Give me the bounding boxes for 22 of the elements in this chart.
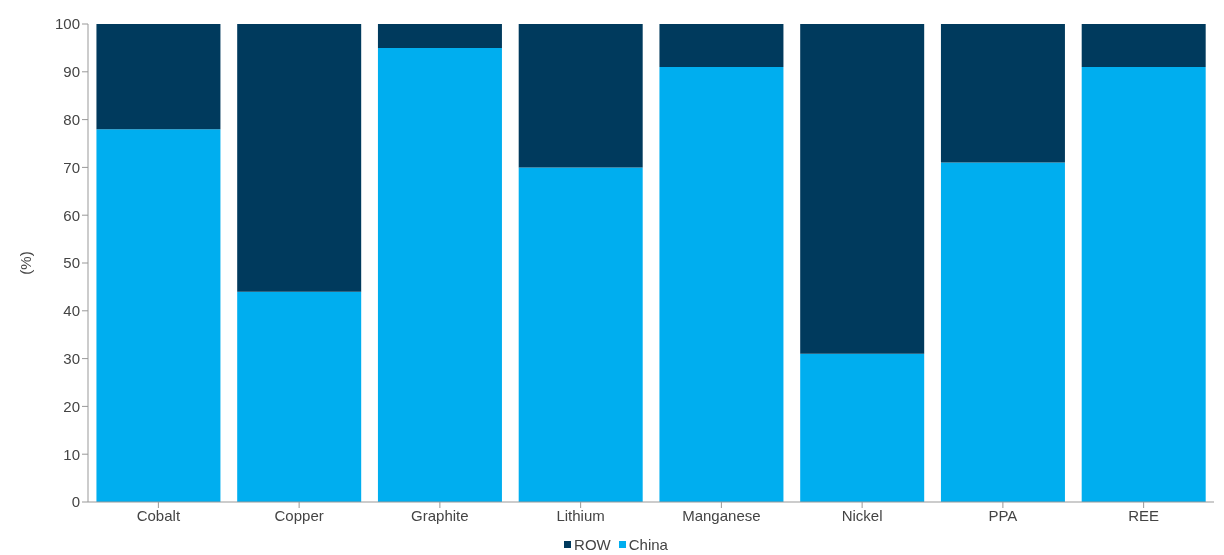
y-tick-label: 20 (63, 397, 80, 415)
y-tick-label: 100 (54, 15, 80, 33)
x-tick-label: PPA (988, 506, 1018, 524)
x-tick-label: Lithium (556, 506, 605, 524)
y-tick-label: 60 (63, 206, 80, 224)
y-axis-title: (%) (17, 251, 35, 275)
y-tick-label: 40 (63, 302, 80, 320)
y-tick-label: 0 (71, 493, 80, 511)
x-tick-label: REE (1128, 506, 1160, 524)
y-tick-label: 80 (63, 110, 80, 128)
y-tick-label: 90 (63, 63, 80, 81)
legend-label: ROW (573, 536, 611, 553)
y-tick-label: 30 (63, 349, 80, 367)
y-tick-label: 50 (63, 254, 80, 272)
x-tick-label: Copper (274, 506, 324, 524)
x-tick-label: Manganese (682, 506, 761, 524)
x-tick-label: Nickel (841, 506, 883, 524)
y-tick-label: 10 (63, 445, 80, 463)
y-tick-label: 70 (63, 158, 80, 176)
x-tick-label: Graphite (411, 506, 469, 524)
x-tick-label: Cobalt (136, 506, 181, 524)
legend-label: China (627, 536, 668, 553)
